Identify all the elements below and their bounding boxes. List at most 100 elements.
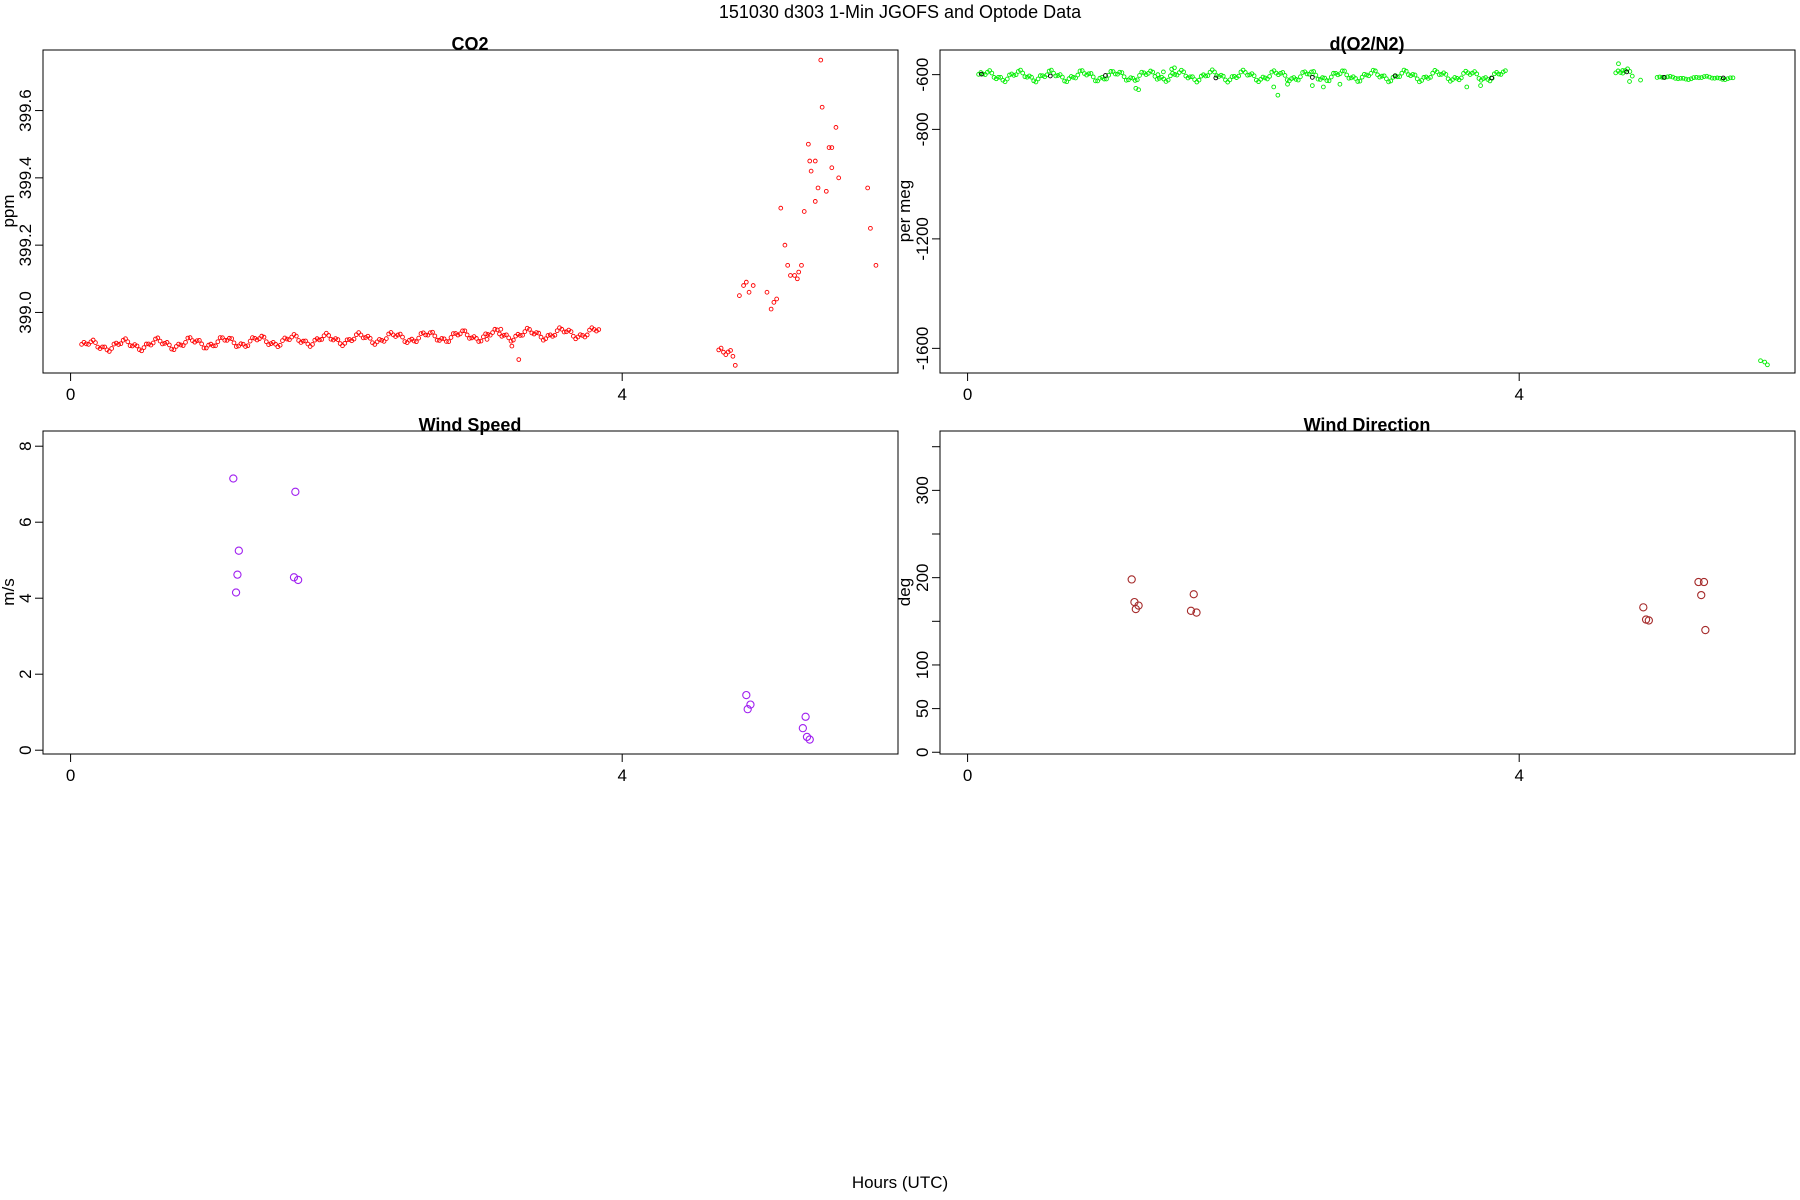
data-point <box>372 342 378 347</box>
data-point <box>317 337 322 343</box>
data-point <box>245 343 251 349</box>
data-point <box>1659 74 1665 80</box>
data-point <box>351 336 357 342</box>
data-point <box>259 333 265 339</box>
data-point <box>231 340 237 346</box>
data-point <box>527 327 532 332</box>
data-point <box>1137 73 1142 78</box>
data-point <box>1344 72 1350 78</box>
data-point <box>1242 70 1248 75</box>
data-point <box>1381 73 1387 79</box>
data-point <box>522 329 528 334</box>
data-point <box>93 340 98 345</box>
data-point <box>1293 77 1299 82</box>
data-point <box>1375 72 1380 78</box>
data-point <box>236 343 241 349</box>
data-point <box>210 343 216 349</box>
data-point <box>1675 76 1681 82</box>
data-point <box>323 330 329 336</box>
data-point <box>1218 72 1224 78</box>
data-point <box>1616 61 1621 67</box>
data-point <box>529 330 535 336</box>
data-point <box>1326 78 1332 84</box>
data-point <box>291 487 300 496</box>
data-point <box>1392 73 1398 79</box>
data-point <box>1055 73 1061 78</box>
data-point <box>1289 76 1294 81</box>
data-point <box>467 335 472 341</box>
data-point <box>178 342 184 348</box>
data-point <box>1368 71 1374 76</box>
co2-axes: 0 4 399.0 399.2 399.4 399.6 <box>16 89 627 404</box>
data-point <box>1117 69 1123 75</box>
data-point <box>1064 79 1070 85</box>
y-tick-label: 50 <box>913 699 932 718</box>
data-point <box>1186 606 1196 615</box>
data-point <box>1214 73 1220 78</box>
data-point <box>337 341 343 346</box>
data-point <box>1629 73 1635 79</box>
data-point <box>768 306 774 312</box>
data-point <box>1320 75 1325 80</box>
data-point <box>257 336 262 342</box>
data-point <box>300 338 306 344</box>
data-point <box>123 336 128 342</box>
data-point <box>1673 75 1678 81</box>
data-point <box>222 337 228 343</box>
data-point <box>478 338 484 344</box>
data-point <box>1373 68 1378 74</box>
data-point <box>448 335 454 340</box>
data-point <box>139 348 144 354</box>
data-point <box>293 333 299 339</box>
wind-speed-points <box>229 474 814 744</box>
data-point <box>1680 75 1686 81</box>
wind-speed-panel: Wind Speed m/s 0 4 0 2 4 6 8 <box>0 415 899 785</box>
data-point <box>1155 72 1161 77</box>
data-point <box>1379 73 1385 79</box>
data-point <box>234 546 243 555</box>
data-point <box>812 158 818 164</box>
data-point <box>1066 76 1072 82</box>
data-point <box>333 336 338 341</box>
data-point <box>1020 70 1026 76</box>
data-point <box>1410 72 1416 77</box>
data-point <box>243 344 248 349</box>
y-tick-label: 399.0 <box>16 291 35 334</box>
data-point <box>554 328 560 334</box>
wind-speed-y-axis-label: m/s <box>0 578 18 605</box>
data-point <box>116 342 121 347</box>
data-point <box>335 337 341 342</box>
data-point <box>397 331 403 337</box>
data-point <box>1644 616 1653 625</box>
data-point <box>414 339 419 345</box>
data-point <box>1108 69 1114 74</box>
data-point <box>1342 68 1347 74</box>
data-point <box>289 334 295 340</box>
data-point <box>584 332 590 338</box>
data-point <box>1093 78 1098 84</box>
o2n2-plot-frame <box>939 49 1796 374</box>
data-point <box>344 337 350 343</box>
data-point <box>1106 72 1112 78</box>
data-point <box>310 342 315 347</box>
data-point <box>1154 76 1160 82</box>
data-point <box>328 336 334 342</box>
data-point <box>1004 76 1010 82</box>
data-point <box>1699 75 1704 80</box>
data-point <box>1029 74 1034 80</box>
data-point <box>1399 70 1405 76</box>
data-point <box>1730 75 1736 81</box>
data-point <box>377 337 382 342</box>
data-point <box>483 331 488 337</box>
data-point <box>1192 608 1201 617</box>
figure-x-axis-label: Hours (UTC) <box>852 1173 948 1192</box>
data-point <box>1686 77 1691 82</box>
data-point <box>1311 69 1316 74</box>
data-point <box>1425 76 1431 81</box>
data-point <box>100 344 105 350</box>
data-point <box>1419 78 1424 83</box>
data-point <box>1127 575 1136 584</box>
data-point <box>1321 84 1326 90</box>
y-tick-label: 200 <box>913 563 932 591</box>
